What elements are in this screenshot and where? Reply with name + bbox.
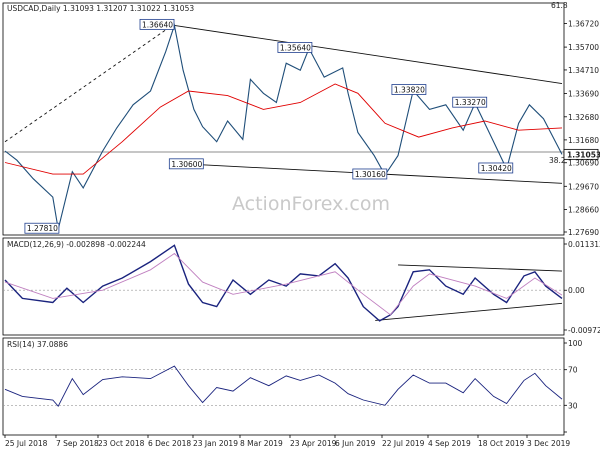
dotted-trendline <box>4 25 173 143</box>
macd-panel-frame <box>2 237 565 336</box>
annotation-box <box>139 18 175 30</box>
annotation-box <box>452 96 488 108</box>
xtick-label: 25 Jul 2018 <box>5 439 48 448</box>
rsi-ytick-label: 70 <box>568 366 578 375</box>
rsi-line <box>4 365 563 407</box>
current-price-box <box>563 148 599 160</box>
xtick-label: 23 Apr 2019 <box>290 439 337 448</box>
xtick-label: 6 Jun 2019 <box>335 439 376 448</box>
watermark: ActionForex.com <box>232 193 390 215</box>
rsi-ytick-label: 100 <box>568 339 583 348</box>
rsi-panel-frame <box>2 337 565 436</box>
fib-label-618: 61.8 <box>551 1 568 10</box>
xtick-label: 4 Sep 2019 <box>428 439 471 448</box>
fib-label-382: 38.2 <box>549 156 566 165</box>
annotation-label: 1.35640 <box>280 43 311 52</box>
macd-ytick-label: 0.011313 <box>568 240 600 249</box>
price-series-sma55 <box>4 83 563 175</box>
annotation-label: 1.27810 <box>27 224 58 233</box>
annotation-box <box>277 42 313 53</box>
price-header: USDCAD,Daily 1.31093 1.31207 1.31022 1.3… <box>7 4 194 13</box>
price-ytick-label: 1.32680 <box>568 113 599 122</box>
macd-ytick-label: -0.009729 <box>568 326 600 335</box>
price-ytick-label: 1.28660 <box>568 206 599 215</box>
price-series-usdcad <box>4 23 563 230</box>
rsi-header: RSI(14) 37.0886 <box>7 340 68 349</box>
annotation-box <box>24 222 60 234</box>
price-ytick-label: 1.33690 <box>568 89 599 98</box>
macd-signal-line <box>4 252 563 316</box>
annotation-box <box>168 158 204 170</box>
price-ytick-label: 1.36720 <box>568 20 599 29</box>
xtick-label: 8 Mar 2019 <box>240 439 283 448</box>
annotation-label: 1.33820 <box>394 85 425 94</box>
annotation-label: 1.33270 <box>455 98 486 107</box>
xtick-label: 6 Dec 2018 <box>148 439 191 448</box>
annotation-box <box>391 84 427 95</box>
xtick-label: 18 Oct 2019 <box>478 439 525 448</box>
annotation-label: 1.36640 <box>142 20 173 29</box>
upper-channel-line <box>174 24 563 85</box>
macd-upper-trendline <box>398 264 563 272</box>
annotation-box <box>478 162 514 174</box>
annotation-label: 1.30420 <box>481 164 512 173</box>
price-ytick-label: 1.27690 <box>568 228 599 237</box>
macd-header: MACD(12,26,9) -0.002898 -0.002244 <box>7 240 146 249</box>
rsi-ytick-label: 30 <box>568 401 578 410</box>
price-ytick-label: 1.30690 <box>568 159 599 168</box>
price-ytick-label: 1.35700 <box>568 43 599 52</box>
xtick-label: 23 Jan 2019 <box>193 439 238 448</box>
xtick-label: 23 Oct 2018 <box>98 439 145 448</box>
price-ytick-label: 1.34710 <box>568 66 599 75</box>
annotation-label: 1.30600 <box>171 160 202 169</box>
current-price-label: 1.31053 <box>567 150 600 159</box>
macd-line <box>4 244 563 322</box>
xtick-label: 22 Jul 2019 <box>382 439 425 448</box>
price-ytick-label: 1.29670 <box>568 182 599 191</box>
xtick-label: 3 Dec 2019 <box>527 439 570 448</box>
macd-lower-trendline <box>375 302 563 321</box>
price-ytick-label: 1.31680 <box>568 136 599 145</box>
annotation-box <box>352 168 388 180</box>
price-panel-frame <box>2 2 565 236</box>
macd-ytick-label: 0.00 <box>568 286 585 295</box>
xtick-label: 7 Sep 2018 <box>56 439 99 448</box>
annotation-label: 1.30160 <box>355 170 386 179</box>
